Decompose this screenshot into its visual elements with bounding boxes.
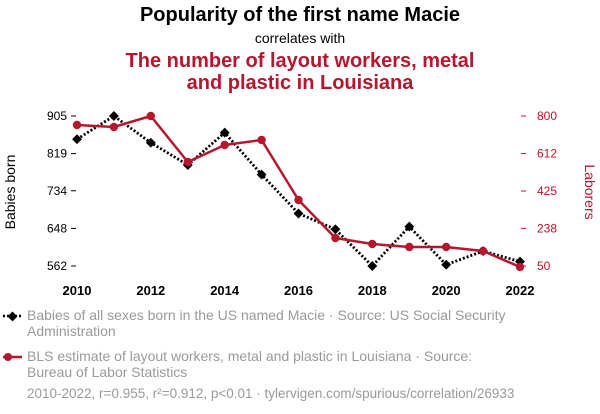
y-axis-left: 562 648 734 819 905 [47,109,76,273]
y-axis-left-title: Babies born [2,155,18,230]
data-point [72,134,82,145]
x-tick-label: 2010 [63,283,92,298]
legend: Babies of all sexes born in the US named… [3,307,506,380]
data-point [220,140,229,150]
y-left-tick-label: 819 [47,147,67,161]
x-axis: 2010 2012 2014 2016 2018 2020 2022 [63,283,535,298]
legend-label-babies-line2: Administration [27,323,116,339]
footer-stats: 2010-2022, r=0.955, r²=0.912, p<0.01 · t… [27,386,514,401]
legend-item-babies: Babies of all sexes born in the US named… [3,307,506,339]
x-tick-label: 2016 [284,283,313,298]
y-left-tick-label: 734 [47,184,67,198]
chart-title-secondary-line2: and plastic in Louisiana [187,72,415,94]
y-left-tick-label: 562 [47,259,67,273]
x-tick-label: 2020 [432,283,461,298]
chart-subtitle: correlates with [255,30,345,46]
legend-label-laborers-line2: Bureau of Labor Statistics [27,364,187,380]
legend-marker-babies [7,311,18,322]
data-point [72,120,82,130]
data-point [293,208,304,219]
y-axis-right: 50 238 425 612 800 [521,109,557,273]
legend-label-babies-line1: Babies of all sexes born in the US named… [27,307,506,323]
data-point [146,111,155,121]
data-point [145,137,156,148]
y-axis-right-title: Laborers [582,164,598,219]
y-left-tick-label: 648 [47,221,67,235]
data-point [109,122,119,132]
data-point [442,242,451,252]
series-layer [72,111,525,272]
data-point [405,242,414,252]
data-point [478,246,488,256]
chart-title: Popularity of the first name Macie [140,4,460,26]
y-right-tick-label: 612 [537,147,557,161]
y-right-tick-label: 800 [537,109,557,123]
legend-item-laborers: BLS estimate of layout workers, metal an… [3,348,472,380]
y-right-tick-label: 50 [537,259,551,273]
series-line [76,114,521,268]
x-tick-label: 2018 [358,283,387,298]
series-laborers [72,111,525,272]
chart-title-secondary-line1: The number of layout workers, metal [126,50,475,72]
data-point [219,127,230,138]
x-tick-label: 2012 [136,283,165,298]
data-point [294,195,303,205]
y-right-tick-label: 238 [537,221,557,235]
data-point [183,157,192,167]
y-right-tick-label: 425 [537,184,557,198]
legend-label-laborers-line1: BLS estimate of layout workers, metal an… [27,348,472,364]
x-tick-label: 2022 [506,283,535,298]
data-point [368,239,377,249]
x-tick-label: 2014 [210,283,240,298]
data-point [257,135,266,145]
data-point [515,262,525,272]
y-left-tick-label: 905 [47,109,67,123]
data-point [331,233,340,243]
legend-marker-laborers [4,353,12,361]
